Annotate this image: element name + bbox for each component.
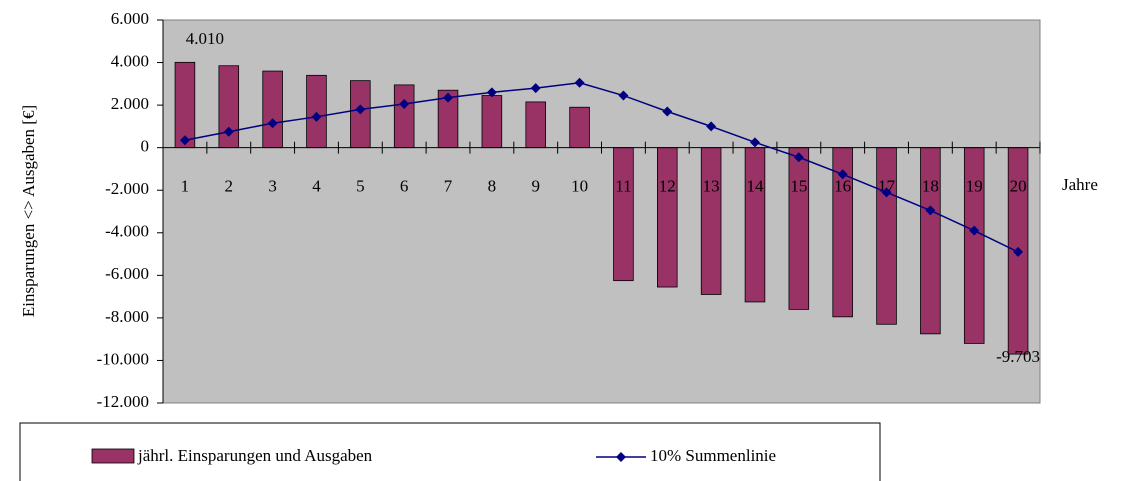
x-tick-label: 2 bbox=[225, 177, 234, 196]
bar bbox=[876, 147, 897, 325]
x-tick-label: 20 bbox=[1010, 177, 1027, 196]
bar bbox=[569, 106, 590, 149]
bar bbox=[481, 95, 503, 149]
line-marker bbox=[1013, 246, 1024, 257]
x-tick-label: 13 bbox=[703, 177, 720, 196]
bar bbox=[788, 147, 810, 310]
plot-area bbox=[162, 19, 1041, 404]
legend-label: 10% Summenlinie bbox=[650, 446, 776, 465]
line-marker bbox=[749, 137, 760, 148]
data-label: -9.703 bbox=[996, 347, 1040, 366]
line-marker bbox=[881, 187, 892, 198]
line-marker bbox=[662, 106, 673, 117]
y-tick-label: 2.000 bbox=[111, 94, 149, 113]
legend-swatch bbox=[91, 448, 135, 464]
legend-swatch bbox=[616, 452, 626, 462]
x-tick-label: 10 bbox=[571, 177, 588, 196]
x-tick-label: 7 bbox=[444, 177, 453, 196]
line-marker bbox=[574, 77, 585, 88]
x-tick-label: 12 bbox=[659, 177, 676, 196]
bar bbox=[744, 147, 766, 303]
y-tick-label: -10.000 bbox=[97, 349, 149, 368]
x-tick-label: 5 bbox=[356, 177, 365, 196]
line-marker bbox=[311, 111, 322, 122]
x-tick-label: 14 bbox=[746, 177, 764, 196]
x-tick-label: 9 bbox=[531, 177, 540, 196]
x-tick-label: 11 bbox=[615, 177, 631, 196]
x-tick-label: 8 bbox=[488, 177, 497, 196]
line-marker bbox=[925, 205, 936, 216]
bar bbox=[613, 147, 634, 282]
line-marker bbox=[267, 118, 278, 129]
line-marker bbox=[399, 99, 410, 110]
line-marker bbox=[969, 225, 980, 236]
data-label: 4.010 bbox=[186, 29, 224, 48]
line-marker bbox=[706, 121, 717, 132]
line bbox=[184, 82, 1019, 253]
line-marker bbox=[618, 90, 629, 101]
bar bbox=[393, 84, 415, 149]
line-marker bbox=[837, 169, 848, 180]
bar bbox=[306, 74, 327, 149]
y-axis-label: Einsparungen <> Ausgaben [€] bbox=[19, 105, 38, 317]
bar bbox=[174, 61, 196, 149]
bar bbox=[525, 101, 546, 149]
y-tick-label: 4.000 bbox=[111, 51, 149, 70]
x-tick-label: 16 bbox=[834, 177, 851, 196]
y-tick-label: -8.000 bbox=[105, 307, 149, 326]
bar bbox=[262, 70, 283, 149]
line-marker bbox=[355, 104, 366, 115]
legend bbox=[19, 422, 881, 481]
bar bbox=[657, 147, 678, 288]
line-marker bbox=[793, 152, 804, 163]
x-tick-label: 6 bbox=[400, 177, 409, 196]
line-marker bbox=[223, 126, 234, 137]
x-tick-label: 19 bbox=[966, 177, 983, 196]
x-tick-label: 4 bbox=[312, 177, 321, 196]
x-tick-label: 15 bbox=[790, 177, 807, 196]
x-tick-label: 1 bbox=[181, 177, 190, 196]
line-marker bbox=[530, 83, 541, 94]
x-tick-label: 18 bbox=[922, 177, 939, 196]
y-tick-label: -6.000 bbox=[105, 264, 149, 283]
y-tick-label: 0 bbox=[141, 137, 150, 156]
y-tick-label: -4.000 bbox=[105, 222, 149, 241]
x-axis-label: Jahre bbox=[1062, 175, 1098, 194]
legend-label: jährl. Einsparungen und Ausgaben bbox=[137, 446, 373, 465]
y-tick-label: -2.000 bbox=[105, 179, 149, 198]
line-marker bbox=[486, 87, 497, 98]
bar bbox=[700, 147, 722, 295]
line-marker bbox=[443, 92, 454, 103]
line-marker bbox=[179, 135, 190, 146]
y-tick-label: 6.000 bbox=[111, 9, 149, 28]
x-tick-label: 3 bbox=[268, 177, 277, 196]
y-tick-label: -12.000 bbox=[97, 392, 149, 411]
